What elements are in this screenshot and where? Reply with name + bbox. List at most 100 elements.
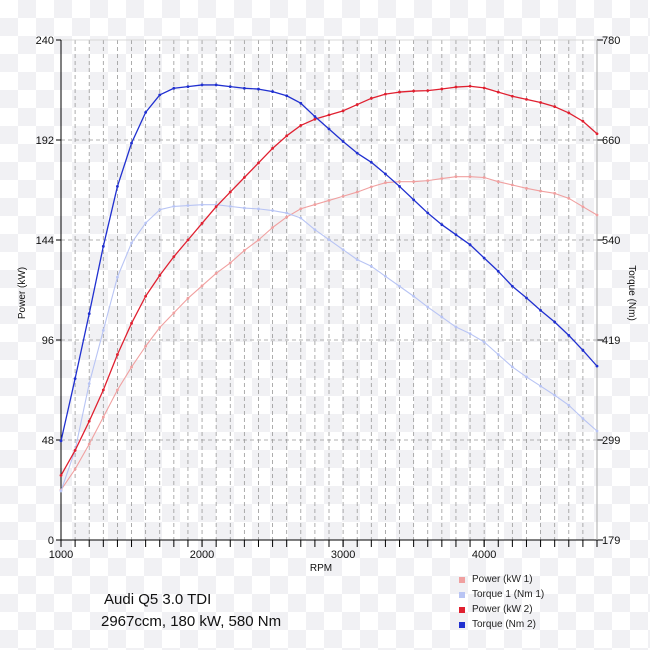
data-point	[496, 180, 500, 184]
y2-tick-label: 660	[602, 135, 620, 147]
data-point	[510, 183, 514, 187]
data-point	[130, 241, 133, 245]
data-point	[271, 209, 274, 212]
x-tick-label: 2000	[190, 549, 214, 561]
data-point	[228, 204, 232, 208]
x-tick-label: 3000	[331, 549, 355, 561]
data-point	[539, 308, 542, 312]
legend: Power (kW 1) Torque 1 (Nm 1) Power (kW 2…	[459, 572, 544, 632]
data-point	[398, 284, 401, 288]
data-point	[398, 185, 401, 188]
data-point	[440, 315, 444, 319]
data-point	[341, 109, 345, 113]
data-point	[384, 172, 387, 176]
data-point	[158, 208, 162, 212]
data-point	[567, 333, 571, 337]
legend-swatch	[459, 591, 465, 598]
data-point	[412, 180, 416, 184]
data-point	[116, 388, 119, 392]
data-point	[228, 85, 232, 88]
data-point	[101, 415, 105, 419]
data-point	[299, 101, 303, 105]
data-point	[426, 305, 430, 309]
data-point	[87, 419, 91, 423]
data-point	[228, 261, 232, 265]
data-point	[369, 264, 373, 268]
data-point	[341, 140, 345, 143]
legend-label: Torque (Nm 2)	[472, 619, 536, 630]
legend-swatch	[459, 621, 465, 628]
data-point	[242, 176, 246, 179]
legend-item-power-1: Power (kW 1)	[459, 572, 544, 587]
data-point	[355, 190, 359, 194]
data-point	[496, 90, 500, 94]
data-point	[73, 377, 77, 381]
data-point	[299, 124, 303, 127]
data-point	[482, 340, 486, 344]
data-point	[144, 344, 148, 348]
data-point	[369, 160, 373, 164]
y2-tick-label: 780	[602, 35, 620, 47]
y-tick-label: 48	[42, 435, 54, 447]
data-point	[172, 86, 176, 90]
data-point	[257, 238, 260, 242]
data-point	[271, 146, 274, 150]
data-point	[553, 191, 557, 195]
y2-tick-label: 179	[602, 535, 620, 547]
data-point	[553, 320, 557, 324]
y2-tick-label: 419	[602, 335, 620, 347]
data-point	[73, 449, 77, 452]
x-axis-label: RPM	[310, 563, 332, 574]
data-point	[242, 206, 246, 210]
data-point	[87, 442, 91, 446]
data-point	[242, 86, 246, 90]
data-point	[398, 180, 401, 184]
data-point	[539, 101, 542, 104]
y-axis-label: Power (kW)	[17, 267, 28, 319]
data-point	[384, 92, 387, 96]
data-point	[144, 294, 148, 298]
data-point	[172, 311, 176, 315]
data-point	[468, 175, 472, 179]
data-point	[200, 284, 204, 288]
data-point	[200, 221, 204, 225]
legend-label: Power (kW 2)	[472, 604, 533, 615]
data-point	[412, 89, 416, 93]
data-point	[496, 269, 500, 273]
data-point	[482, 176, 486, 179]
data-point	[101, 244, 105, 248]
data-point	[539, 189, 542, 193]
data-point	[186, 204, 190, 207]
data-point	[299, 216, 303, 220]
legend-item-torque-1: Torque 1 (Nm 1)	[459, 587, 544, 602]
data-point	[426, 211, 430, 215]
data-point	[510, 365, 514, 369]
data-point	[257, 207, 260, 211]
data-point	[482, 86, 486, 90]
data-point	[341, 194, 345, 198]
data-point	[271, 226, 274, 229]
data-point	[327, 127, 331, 131]
data-point	[412, 294, 416, 298]
data-point	[496, 353, 500, 356]
legend-swatch	[459, 576, 465, 583]
data-point	[299, 207, 303, 211]
data-point	[440, 223, 444, 227]
data-point	[130, 365, 133, 369]
data-point	[228, 190, 232, 194]
data-point	[87, 312, 91, 316]
data-point	[412, 198, 416, 202]
data-point	[158, 326, 162, 329]
data-point	[327, 199, 331, 202]
data-point	[158, 93, 162, 97]
data-point	[525, 296, 528, 300]
x-tick-label: 1000	[49, 549, 73, 561]
data-point	[426, 89, 430, 93]
y-tick-label: 0	[48, 535, 54, 547]
data-point	[510, 94, 514, 98]
data-point	[553, 105, 557, 109]
data-point	[553, 393, 557, 397]
data-point	[468, 332, 472, 336]
data-point	[440, 177, 444, 180]
